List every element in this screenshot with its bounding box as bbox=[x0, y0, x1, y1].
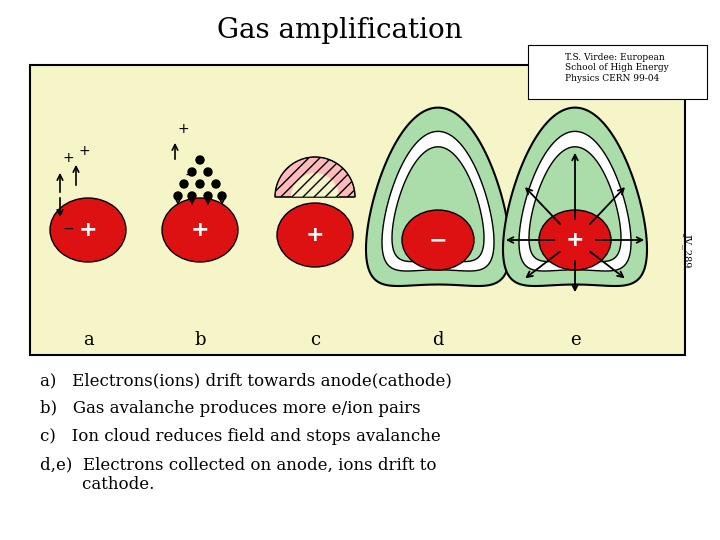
Circle shape bbox=[218, 192, 226, 200]
Circle shape bbox=[174, 192, 182, 200]
Ellipse shape bbox=[50, 198, 126, 262]
Text: b)   Gas avalanche produces more e/ion pairs: b) Gas avalanche produces more e/ion pai… bbox=[40, 400, 420, 417]
Text: a: a bbox=[83, 331, 94, 349]
Text: +: + bbox=[78, 144, 90, 158]
Wedge shape bbox=[275, 157, 355, 197]
Ellipse shape bbox=[277, 203, 353, 267]
Text: d,e)  Electrons collected on anode, ions drift to
        cathode.: d,e) Electrons collected on anode, ions … bbox=[40, 456, 436, 492]
Text: +: + bbox=[78, 220, 97, 240]
Text: +: + bbox=[566, 230, 585, 250]
Circle shape bbox=[196, 180, 204, 188]
Circle shape bbox=[188, 192, 196, 200]
Circle shape bbox=[180, 180, 188, 188]
Text: +: + bbox=[306, 225, 324, 245]
Text: −: − bbox=[62, 222, 74, 236]
Text: b: b bbox=[194, 331, 206, 349]
Ellipse shape bbox=[402, 210, 474, 270]
Text: −: − bbox=[428, 230, 447, 250]
Text: d: d bbox=[432, 331, 444, 349]
FancyBboxPatch shape bbox=[528, 45, 707, 99]
Text: T.S. Virdee: European
School of High Energy
Physics CERN 99-04: T.S. Virdee: European School of High Ene… bbox=[565, 53, 669, 83]
Text: +: + bbox=[191, 220, 210, 240]
Ellipse shape bbox=[539, 210, 611, 270]
Text: Gas amplification: Gas amplification bbox=[217, 17, 463, 44]
Text: c: c bbox=[310, 331, 320, 349]
Ellipse shape bbox=[162, 198, 238, 262]
Circle shape bbox=[188, 168, 196, 176]
Polygon shape bbox=[519, 131, 631, 271]
Polygon shape bbox=[392, 147, 484, 261]
Text: JV_289: JV_289 bbox=[683, 233, 693, 267]
Polygon shape bbox=[366, 107, 510, 286]
Text: c)   Ion cloud reduces field and stops avalanche: c) Ion cloud reduces field and stops ava… bbox=[40, 428, 441, 445]
Polygon shape bbox=[503, 107, 647, 286]
Polygon shape bbox=[382, 131, 494, 271]
Circle shape bbox=[212, 180, 220, 188]
FancyBboxPatch shape bbox=[30, 65, 685, 355]
Text: e: e bbox=[570, 331, 580, 349]
Circle shape bbox=[204, 168, 212, 176]
Circle shape bbox=[204, 192, 212, 200]
Text: +: + bbox=[62, 151, 74, 165]
Polygon shape bbox=[529, 147, 621, 261]
Text: +: + bbox=[177, 122, 189, 136]
Text: −: − bbox=[184, 168, 196, 182]
Circle shape bbox=[196, 156, 204, 164]
Wedge shape bbox=[291, 173, 339, 197]
Text: a)   Electrons(ions) drift towards anode(cathode): a) Electrons(ions) drift towards anode(c… bbox=[40, 372, 452, 389]
